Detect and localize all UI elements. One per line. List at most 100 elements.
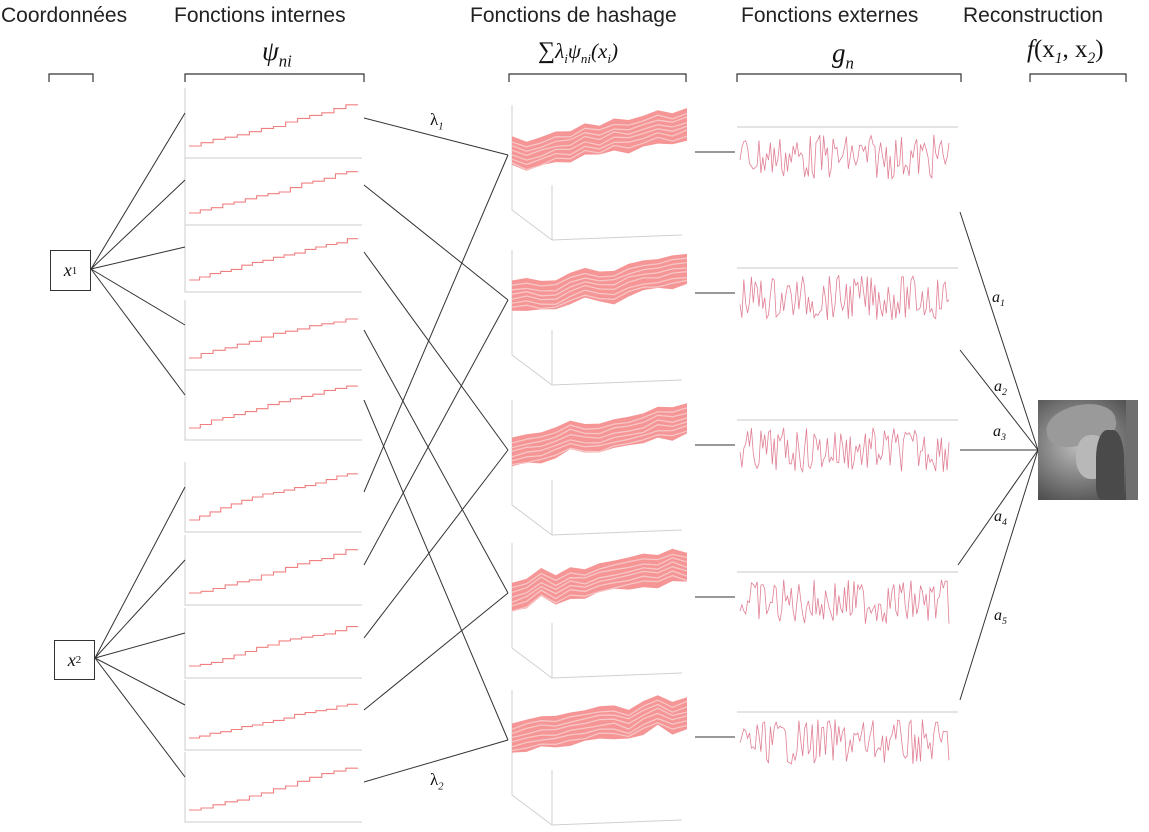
psi-subscript: ni	[278, 51, 292, 71]
hashing-surface-band	[511, 707, 688, 739]
weight-connector	[959, 349, 1039, 451]
weight-a2-label: a2	[994, 378, 1007, 398]
inner-function-staircase	[189, 703, 358, 739]
input-x1-connector	[90, 268, 186, 326]
lambda-connector	[363, 299, 509, 566]
lambda-connector	[363, 329, 509, 594]
hashing-surface-band	[511, 279, 688, 310]
hashing-surface-band	[511, 267, 688, 297]
photo-edge-shape	[1126, 400, 1138, 500]
inner-function-staircase	[189, 318, 358, 359]
weight-a1-label: a1	[992, 289, 1005, 309]
weight-a3-sub: 3	[1001, 432, 1006, 444]
weight-a3-sym: a	[993, 423, 1001, 440]
inner-function-panel-frame	[184, 222, 362, 293]
hashing-surface-band	[511, 277, 688, 305]
hashing-surface-band	[511, 430, 688, 466]
f-x2-sub: 2	[1087, 50, 1096, 67]
outer-function-signal	[739, 579, 950, 624]
lambda-2-sub: 2	[438, 781, 444, 793]
inner-function-panel-frame	[184, 608, 362, 679]
input-x1-symbol: x	[63, 260, 72, 280]
hashing-surface-band	[511, 557, 688, 593]
hashing-surface-band	[511, 717, 688, 748]
input-x1-connector	[90, 268, 186, 396]
hashing-surface	[512, 403, 687, 467]
hashing-surface	[512, 253, 687, 311]
sum-arg: (x	[591, 39, 608, 63]
hashing-surface-band	[511, 412, 688, 449]
lambda-1-label: λ1	[430, 110, 444, 132]
hashing-surface-band	[511, 699, 688, 730]
inner-function-staircase	[189, 767, 358, 811]
sum-close: )	[610, 39, 618, 63]
inner-function-panel-frame	[184, 752, 362, 823]
input-x1-subscript: 1	[71, 264, 78, 277]
header-bracket	[1029, 73, 1127, 82]
weight-a4-label: a4	[994, 508, 1007, 528]
input-x1-connector	[90, 112, 186, 270]
inner-function-panel-frame	[184, 155, 362, 226]
inner-function-staircase	[189, 238, 358, 281]
psi-symbol: ψ	[262, 36, 279, 66]
input-x2-symbol: x	[67, 649, 76, 670]
hashing-sum-label: ∑λiψni(xi)	[538, 38, 618, 67]
input-x2-connector	[94, 657, 186, 778]
inner-function-staircase	[189, 626, 358, 667]
outer-function-signal	[739, 274, 950, 321]
weight-connector	[959, 211, 1039, 451]
outer-function-signal	[739, 427, 950, 474]
lambda-2-symbol: λ	[430, 770, 439, 789]
hashing-surface-band	[511, 417, 688, 452]
f-symbol: f	[1027, 36, 1034, 63]
lambda-connector	[363, 251, 509, 451]
hashing-surface-band	[511, 135, 688, 171]
header-reconstruction: Reconstruction	[963, 4, 1104, 27]
hashing-surface-band	[511, 703, 688, 735]
hashing-surface-band	[511, 421, 688, 458]
weight-a4-sub: 4	[1002, 517, 1007, 529]
g-label: gn	[832, 38, 854, 73]
sum-psi: ψ	[567, 39, 581, 63]
hashing-surface-band	[511, 407, 688, 444]
f-close: )	[1095, 36, 1104, 63]
input-x2-connector	[94, 559, 186, 659]
f-open: (x	[1033, 36, 1055, 63]
inner-function-staircase	[189, 385, 358, 429]
psi-label: ψni	[262, 36, 292, 71]
sum-symbol: ∑	[538, 38, 556, 64]
weight-a5-sub: 5	[1002, 616, 1007, 628]
inner-function-staircase	[189, 171, 358, 214]
lambda-connector	[363, 117, 509, 156]
header-bracket	[48, 73, 94, 82]
hashing-surface-band	[511, 125, 688, 161]
f-label: f(x1, x2)	[1027, 36, 1104, 68]
sum-arg-sub: i	[607, 51, 611, 67]
input-x2-connector	[94, 486, 186, 659]
inner-function-panel-frame	[184, 88, 362, 159]
g-subscript: n	[845, 53, 854, 73]
hashing-surface-band	[511, 712, 688, 743]
lambda-1-sub: 1	[438, 121, 444, 133]
inner-function-panel-frame	[184, 370, 362, 441]
hashing-surface-band	[511, 553, 688, 589]
input-x2-connector	[94, 657, 186, 706]
header-bracket	[184, 73, 365, 82]
weight-a3-label: a3	[993, 423, 1006, 443]
hashing-surface-band	[511, 270, 688, 301]
weight-a4-sym: a	[994, 508, 1002, 525]
hashing-surface-band	[511, 257, 688, 287]
inner-function-staircase	[189, 473, 358, 521]
lambda-connector	[363, 739, 509, 783]
hashing-surface-band	[511, 574, 688, 612]
header-bracket	[508, 73, 687, 82]
weight-a2-sub: 2	[1002, 387, 1007, 399]
inner-function-panel-frame	[184, 462, 362, 533]
lambda-1-symbol: λ	[430, 110, 439, 129]
weight-connector	[959, 449, 1039, 701]
hashing-surface-band	[511, 566, 688, 604]
hashing-surface-band	[511, 561, 688, 598]
